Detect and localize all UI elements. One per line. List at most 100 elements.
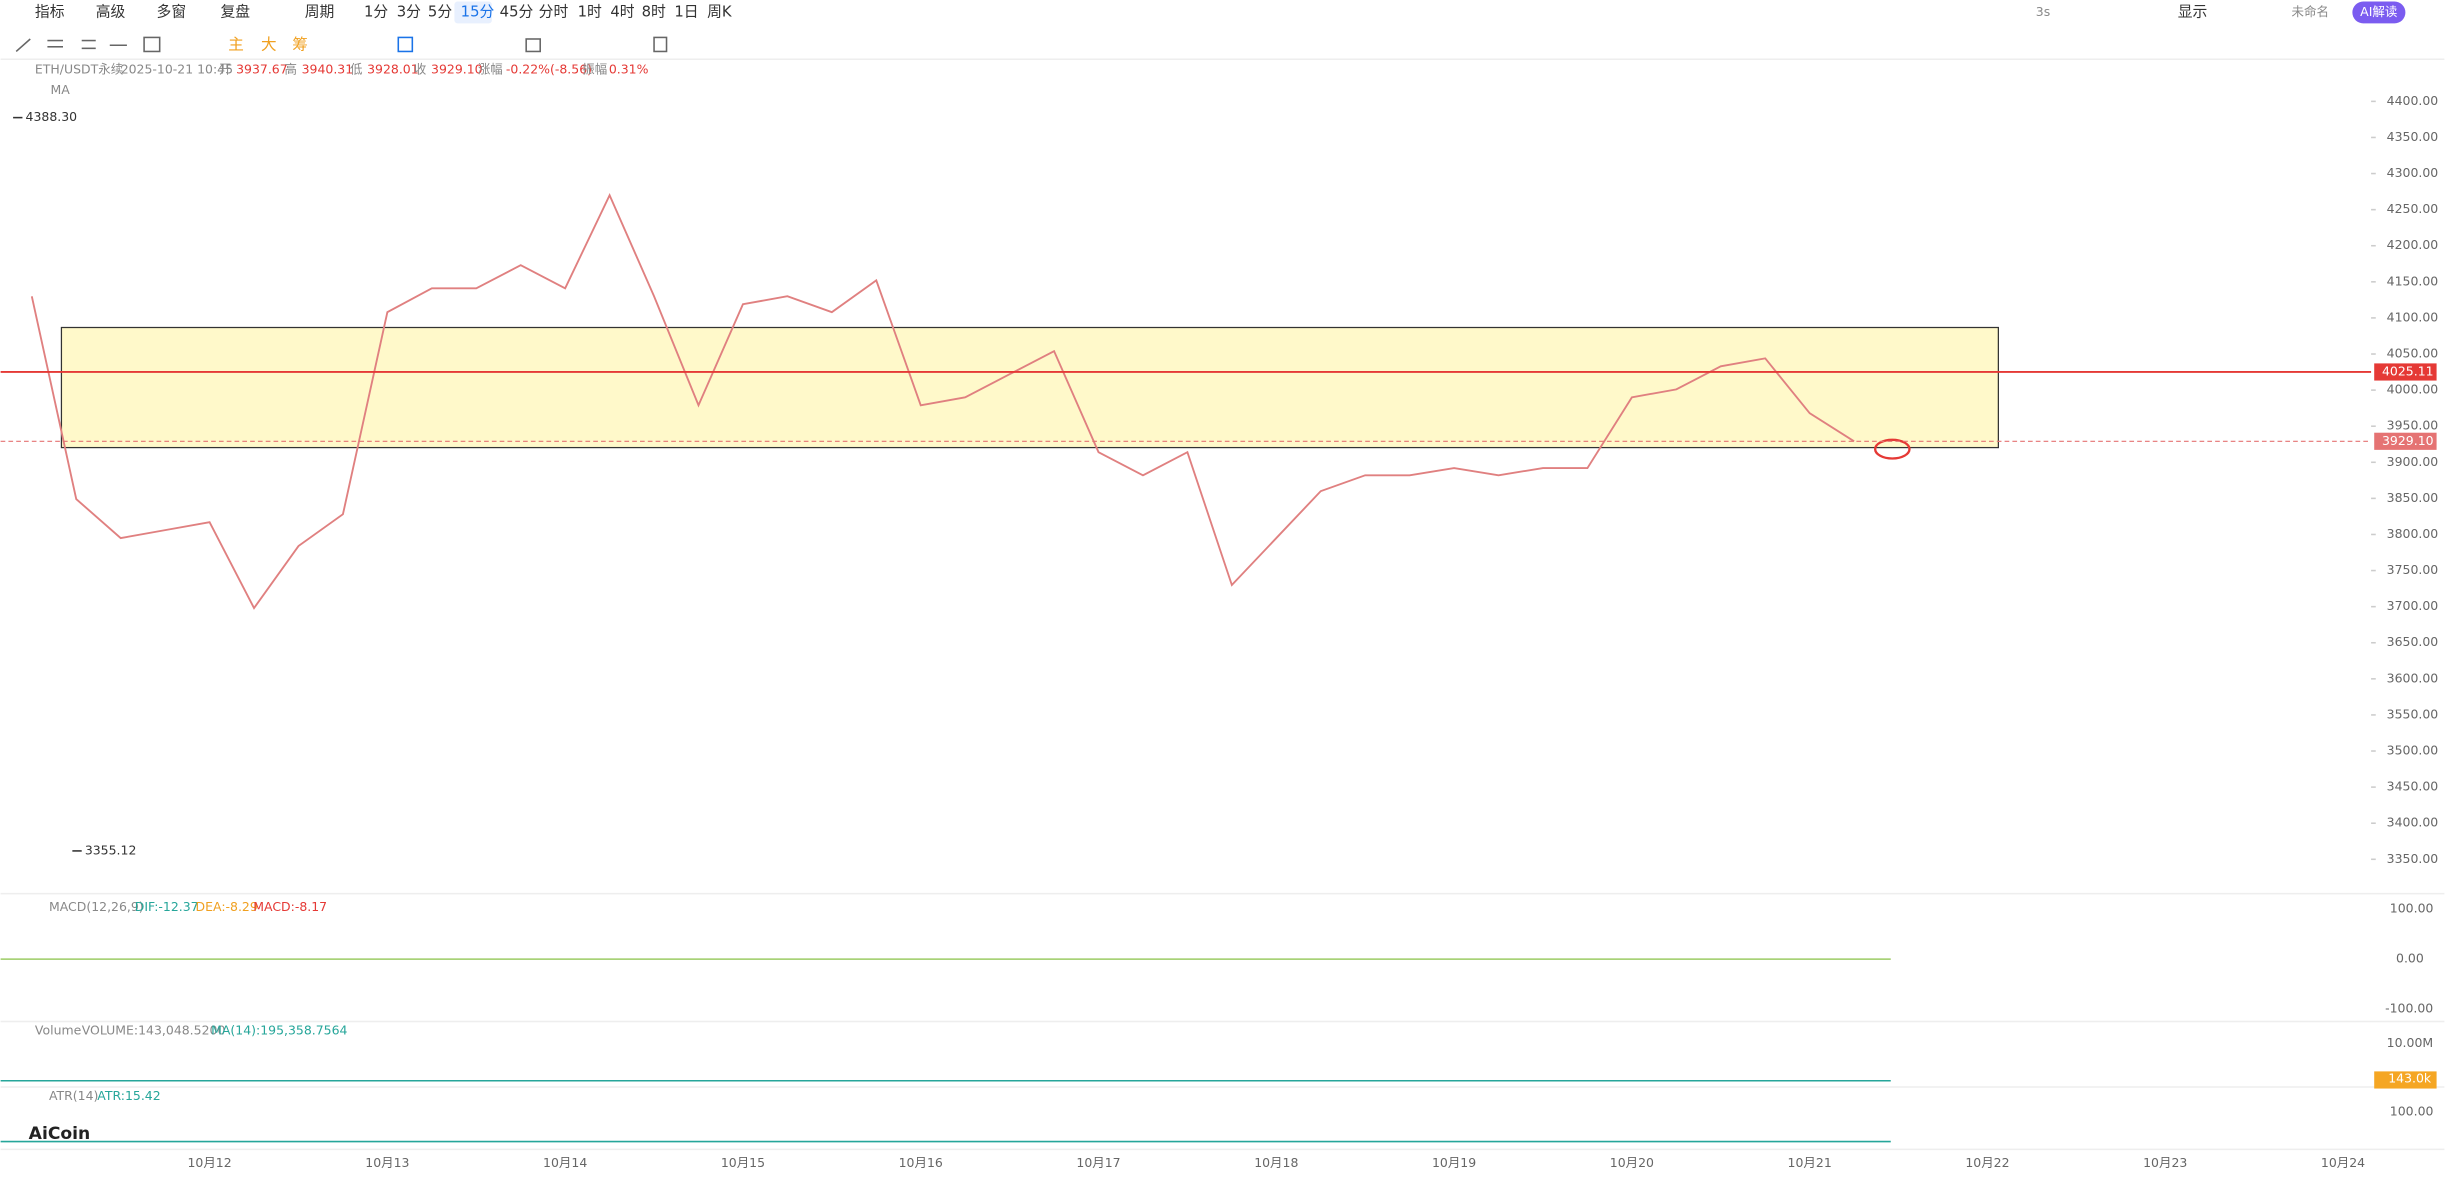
panel-dividers [0,892,2445,1151]
atr-value: ATR:15.42 [97,1088,160,1103]
y-tick-label: 4100.00 [2387,309,2439,324]
macd-name: MACD(12,26,9) [49,899,144,914]
period[interactable]: 1日 [674,3,698,20]
period[interactable]: 周K [707,3,733,20]
x-tick-label: 10月14 [543,1155,587,1170]
x-tick-label: 10月13 [365,1155,409,1170]
price-badge [2374,432,2437,450]
price-line [30,192,1855,610]
volume-current: 143.0k [2388,1071,2432,1086]
toolbar-item[interactable]: 多窗 [157,2,187,20]
volume-name: Volume [35,1022,81,1037]
amplitude-label: 振幅 [582,62,607,77]
low: 3928.01 [367,62,419,77]
toolbar-item[interactable]: 周期 [305,3,335,20]
amplitude: 0.31% [609,62,649,77]
y-tick-label: 3500.00 [2387,743,2439,758]
close-label: 收 [414,62,427,77]
display[interactable]: 显示 [2178,3,2208,20]
period[interactable]: 1分 [364,3,388,20]
y-tick-label: 4350.00 [2387,129,2439,144]
close: 3929.10 [431,62,483,77]
symbol: ETH/USDT永续 [35,62,123,77]
y-tick-label: 3900.00 [2387,454,2439,469]
y-tick-label: 3800.00 [2387,526,2439,541]
x-tick-label: 10月17 [1076,1155,1120,1170]
tool-main[interactable]: 主 [228,36,244,54]
x-tick-label: 10月24 [2321,1155,2365,1170]
annotation: 3355.12 [85,842,137,857]
open-label: 开 [219,62,231,77]
y-tick-label: 3750.00 [2387,562,2439,577]
x-tick-label: 10月16 [899,1155,943,1170]
period[interactable]: 分时 [539,3,569,20]
toolbar-item[interactable]: 高级 [96,3,126,20]
tool-big[interactable]: 大 [261,36,277,54]
y-tick-label: 4250.00 [2387,201,2439,216]
ma-label: MA [51,82,71,97]
volume-value: VOLUME:143,048.5200 [82,1022,226,1037]
period[interactable]: 3分 [397,3,421,20]
low-label: 低 [350,62,363,77]
y-tick-label: 3550.00 [2387,706,2439,721]
annotation: 4388.30 [26,109,78,124]
y-tick-label: 3950.00 [2387,418,2439,433]
price-plot: 4400.00 4350.00 4300.00 4250.00 4200.00 4150.… [0,93,2439,1170]
highlight-circle [1873,438,1911,460]
change: -0.22%(-8.56) [506,62,592,77]
refresh[interactable]: 3s [2036,4,2050,19]
volume-tick: 10.00M [2387,1035,2433,1050]
macd-dif: DIF:-12.37 [135,899,199,914]
price-badge-label: 4025.11 [2382,363,2434,378]
period[interactable]: 15分 [461,3,495,20]
price-badge-label: 3929.10 [2382,433,2434,448]
toolbar-item[interactable]: 复盘 [221,2,251,20]
range-box[interactable] [60,326,1999,449]
atr-tick: 100.00 [2390,1103,2434,1118]
x-tick-label: 10月12 [187,1155,231,1170]
macd-tick: 100.00 [2390,901,2434,916]
y-tick-label: 3600.00 [2387,670,2439,685]
period[interactable]: 4时 [610,3,634,20]
y-tick-label: 4050.00 [2387,346,2439,361]
macd-tick: -100.00 [2385,1001,2433,1016]
x-tick-label: 10月23 [2143,1155,2187,1170]
y-tick-label: 3700.00 [2387,598,2439,613]
macd-value: MACD:-8.17 [253,899,327,914]
y-tick-label: 3350.00 [2387,851,2439,866]
ai-button-bg[interactable] [2352,1,2406,24]
high-label: 高 [284,62,296,77]
volume-badge [2374,1071,2437,1089]
macd-dea: DEA:-8.29 [196,899,258,914]
y-tick-label: 3850.00 [2387,490,2439,505]
y-tick-label: 3400.00 [2387,815,2439,830]
x-tick-label: 10月22 [1965,1155,2009,1170]
period[interactable]: 5分 [428,3,452,20]
atr-name: ATR(14) [49,1088,98,1103]
period[interactable]: 45分 [500,3,534,20]
volume-ma: MA(14):195,358.7564 [211,1022,347,1037]
x-tick-label: 10月21 [1788,1155,1832,1170]
high: 3940.31 [302,62,354,77]
y-tick-label: 4150.00 [2387,273,2439,288]
y-tick-label: 3650.00 [2387,634,2439,649]
datetime: 2025-10-21 10:45 [121,62,233,77]
period[interactable]: 8时 [642,3,666,20]
tool-chip[interactable]: 筹 [292,36,308,54]
open: 3937.67 [236,62,288,77]
toolbar-item[interactable]: 指标 [35,3,65,20]
x-tick-label: 10月19 [1432,1155,1476,1170]
tool-icons [15,36,668,53]
period[interactable]: 1时 [578,3,602,20]
x-tick-label: 10月18 [1254,1155,1298,1170]
y-tick-label: 3450.00 [2387,779,2439,794]
y-tick-label: 4400.00 [2387,93,2439,108]
ai-button[interactable]: AI解读 [2360,4,2397,19]
y-tick-label: 4300.00 [2387,165,2439,180]
layout-name[interactable]: 未命名 [2292,4,2329,19]
logo: AiCoin [29,1124,91,1144]
price-badge [2374,363,2437,381]
y-tick-label: 4200.00 [2387,237,2439,252]
